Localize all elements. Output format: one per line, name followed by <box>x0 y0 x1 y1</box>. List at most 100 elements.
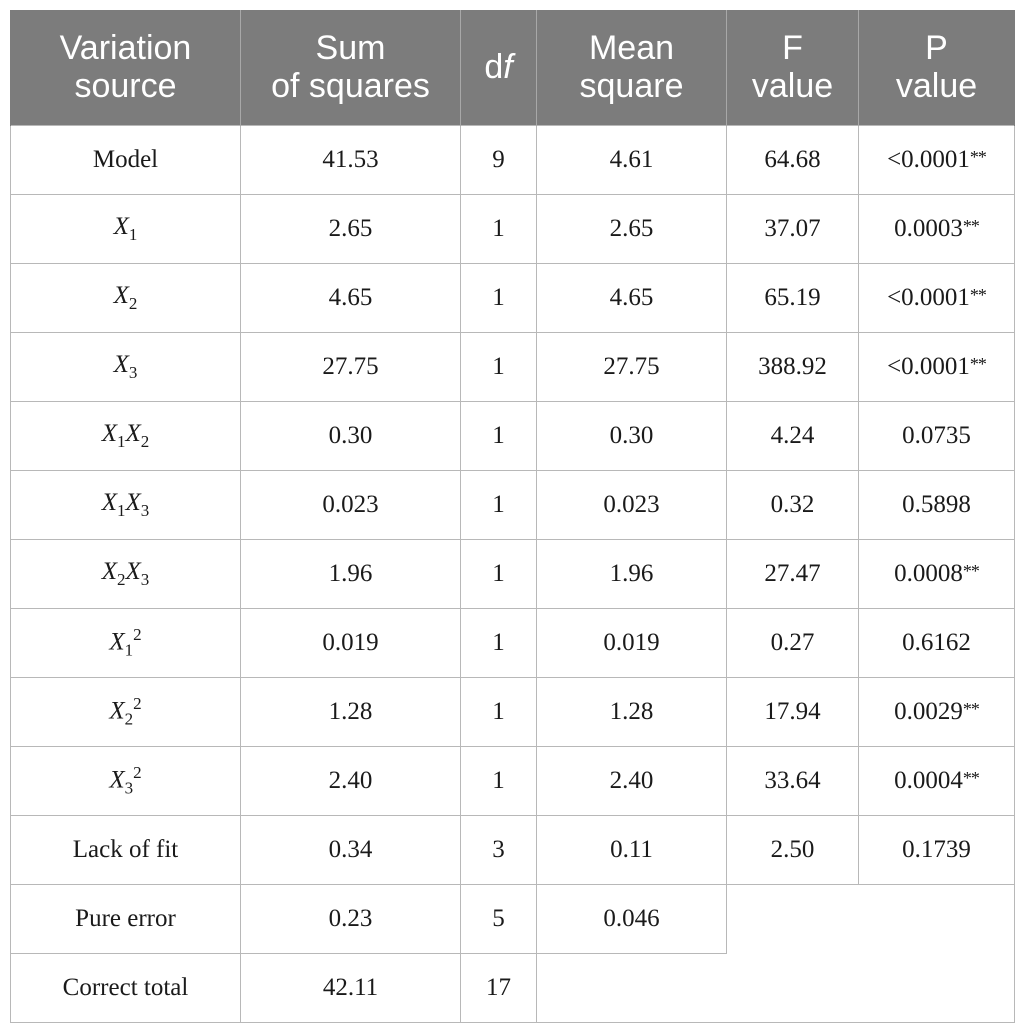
cell-source: X32 <box>10 745 241 816</box>
significance-marker: ** <box>962 215 980 236</box>
header-df-f: f <box>503 48 513 87</box>
cell-source: Pure error <box>10 883 241 954</box>
table-row: Model 41.53 9 4.61 64.68 <0.0001** <box>10 124 1015 195</box>
cell-mean-square: 0.019 <box>536 607 727 678</box>
cell-f-value <box>726 952 859 1023</box>
cell-p-value: <0.0001** <box>858 262 1015 333</box>
cell-sum-of-squares: 0.023 <box>240 469 461 540</box>
cell-source: Model <box>10 124 241 195</box>
header-line: Sum <box>315 29 386 68</box>
cell-source: X12 <box>10 607 241 678</box>
cell-p-value: 0.5898 <box>858 469 1015 540</box>
header-line: source <box>74 67 177 106</box>
cell-mean-square: 1.96 <box>536 538 727 609</box>
header-f-value: F value <box>726 10 859 125</box>
significance-marker: ** <box>962 698 980 719</box>
cell-df: 1 <box>460 262 537 333</box>
cell-sum-of-squares: 0.30 <box>240 400 461 471</box>
cell-df: 17 <box>460 952 537 1023</box>
cell-df: 5 <box>460 883 537 954</box>
cell-df: 1 <box>460 538 537 609</box>
table-row: X22 1.28 1 1.28 17.94 0.0029** <box>10 676 1015 747</box>
cell-f-value <box>726 883 859 953</box>
cell-df: 1 <box>460 469 537 540</box>
cell-p-value: <0.0001** <box>858 331 1015 402</box>
table-row: X32 2.40 1 2.40 33.64 0.0004** <box>10 745 1015 816</box>
cell-p-value: 0.6162 <box>858 607 1015 678</box>
header-line: Variation <box>59 29 192 68</box>
cell-mean-square: 4.65 <box>536 262 727 333</box>
cell-df: 1 <box>460 193 537 264</box>
table-row: X3 27.75 1 27.75 388.92 <0.0001** <box>10 331 1015 402</box>
header-sum-of-squares: Sum of squares <box>240 10 461 125</box>
significance-marker: ** <box>962 560 980 581</box>
header-df-d: d <box>484 48 504 87</box>
significance-marker: ** <box>962 767 980 788</box>
cell-p-value: 0.0004** <box>858 745 1015 816</box>
cell-mean-square: 2.40 <box>536 745 727 816</box>
cell-mean-square <box>536 952 727 1023</box>
cell-sum-of-squares: 41.53 <box>240 124 461 195</box>
cell-p-value <box>858 883 1015 953</box>
table-row: Lack of fit 0.34 3 0.11 2.50 0.1739 <box>10 814 1015 885</box>
header-line: value <box>751 67 834 106</box>
table-row: X1X2 0.30 1 0.30 4.24 0.0735 <box>10 400 1015 471</box>
cell-sum-of-squares: 0.23 <box>240 883 461 954</box>
cell-source: X1X2 <box>10 400 241 471</box>
cell-mean-square: 0.046 <box>536 883 727 954</box>
table-header: Variation source Sum of squares df Mean … <box>10 10 1015 125</box>
cell-df: 9 <box>460 124 537 195</box>
cell-f-value: 17.94 <box>726 676 859 747</box>
cell-df: 1 <box>460 745 537 816</box>
table-row: X2X3 1.96 1 1.96 27.47 0.0008** <box>10 538 1015 609</box>
cell-p-value: 0.0029** <box>858 676 1015 747</box>
cell-mean-square: 0.11 <box>536 814 727 885</box>
table-row: Correct total 42.11 17 <box>10 952 1015 1023</box>
cell-df: 1 <box>460 400 537 471</box>
header-line: square <box>579 67 684 106</box>
header-line: Mean <box>588 29 675 68</box>
header-line: of squares <box>271 67 430 106</box>
cell-source: X22 <box>10 676 241 747</box>
cell-mean-square: 1.28 <box>536 676 727 747</box>
significance-marker: ** <box>969 284 987 305</box>
cell-df: 3 <box>460 814 537 885</box>
cell-sum-of-squares: 2.40 <box>240 745 461 816</box>
cell-df: 1 <box>460 331 537 402</box>
cell-source: Correct total <box>10 952 241 1023</box>
cell-source: X3 <box>10 331 241 402</box>
cell-p-value: <0.0001** <box>858 124 1015 195</box>
cell-source: X1X3 <box>10 469 241 540</box>
header-line: F <box>782 29 803 68</box>
cell-sum-of-squares: 1.28 <box>240 676 461 747</box>
table-row: X1 2.65 1 2.65 37.07 0.0003** <box>10 193 1015 264</box>
table-body: Model 41.53 9 4.61 64.68 <0.0001** X1 2.65 1 2.65… <box>10 124 1015 1023</box>
significance-marker: ** <box>969 353 987 374</box>
cell-f-value: 388.92 <box>726 331 859 402</box>
cell-f-value: 4.24 <box>726 400 859 471</box>
cell-p-value: 0.0008** <box>858 538 1015 609</box>
header-row: Variation source Sum of squares df Mean … <box>10 10 1015 125</box>
cell-f-value: 64.68 <box>726 124 859 195</box>
cell-mean-square: 27.75 <box>536 331 727 402</box>
table-row: X2 4.65 1 4.65 65.19 <0.0001** <box>10 262 1015 333</box>
cell-f-value: 2.50 <box>726 814 859 885</box>
significance-marker: ** <box>969 146 987 167</box>
cell-source: X2 <box>10 262 241 333</box>
anova-table: Variation source Sum of squares df Mean … <box>10 10 1015 1023</box>
cell-f-value: 37.07 <box>726 193 859 264</box>
header-line: P <box>925 29 948 68</box>
cell-source: Lack of fit <box>10 814 241 885</box>
cell-source: X2X3 <box>10 538 241 609</box>
table-row: X1X3 0.023 1 0.023 0.32 0.5898 <box>10 469 1015 540</box>
cell-p-value: 0.1739 <box>858 814 1015 885</box>
header-df: df <box>460 10 537 125</box>
cell-f-value: 0.32 <box>726 469 859 540</box>
header-variation-source: Variation source <box>10 10 241 125</box>
header-mean-square: Mean square <box>536 10 727 125</box>
cell-p-value <box>858 952 1015 1023</box>
cell-sum-of-squares: 1.96 <box>240 538 461 609</box>
header-p-value: P value <box>858 10 1015 125</box>
cell-mean-square: 2.65 <box>536 193 727 264</box>
cell-f-value: 27.47 <box>726 538 859 609</box>
